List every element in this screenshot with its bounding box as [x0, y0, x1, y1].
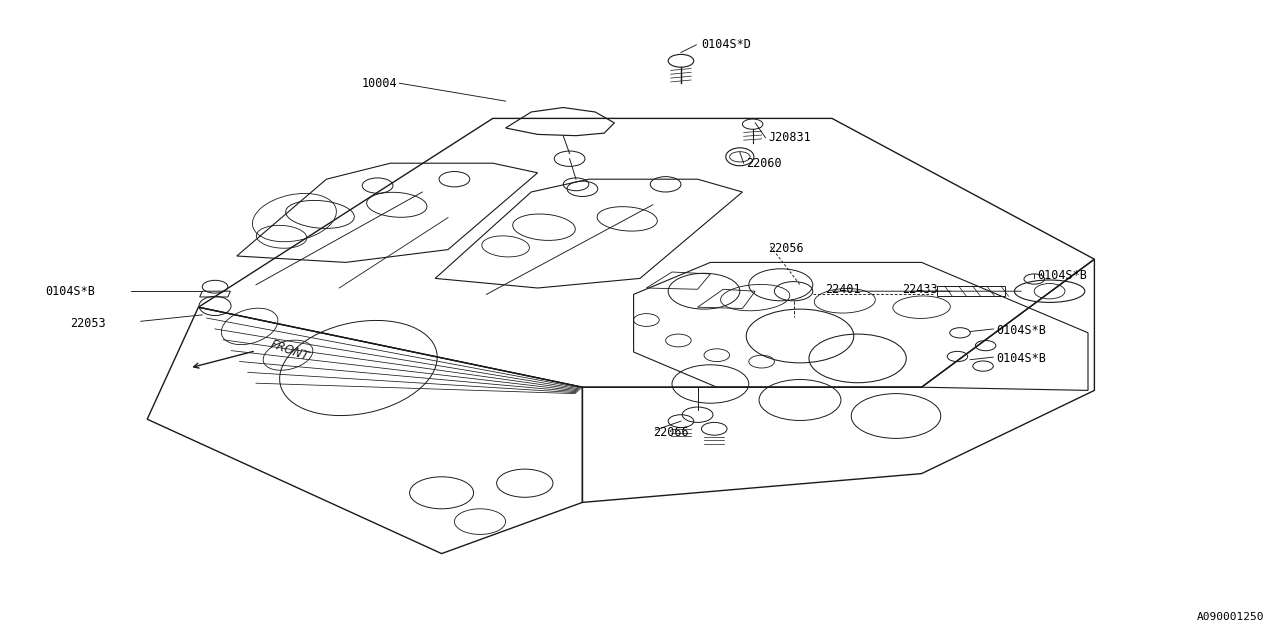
- Text: 0104S*B: 0104S*B: [45, 285, 95, 298]
- Text: 22060: 22060: [746, 157, 782, 170]
- Text: J20831: J20831: [768, 131, 810, 144]
- Text: 22401: 22401: [826, 283, 861, 296]
- Text: 0104S*B: 0104S*B: [1037, 269, 1087, 282]
- Text: 22433: 22433: [902, 283, 938, 296]
- Text: 22066: 22066: [653, 426, 689, 438]
- Text: 0104S*B: 0104S*B: [996, 352, 1046, 365]
- Text: 22053: 22053: [70, 317, 106, 330]
- Text: A090001250: A090001250: [1197, 612, 1265, 622]
- Text: 0104S*D: 0104S*D: [701, 38, 751, 51]
- Text: 0104S*B: 0104S*B: [996, 324, 1046, 337]
- Text: 22056: 22056: [768, 242, 804, 255]
- Text: 10004: 10004: [361, 77, 397, 90]
- Text: FRONT: FRONT: [269, 337, 311, 363]
